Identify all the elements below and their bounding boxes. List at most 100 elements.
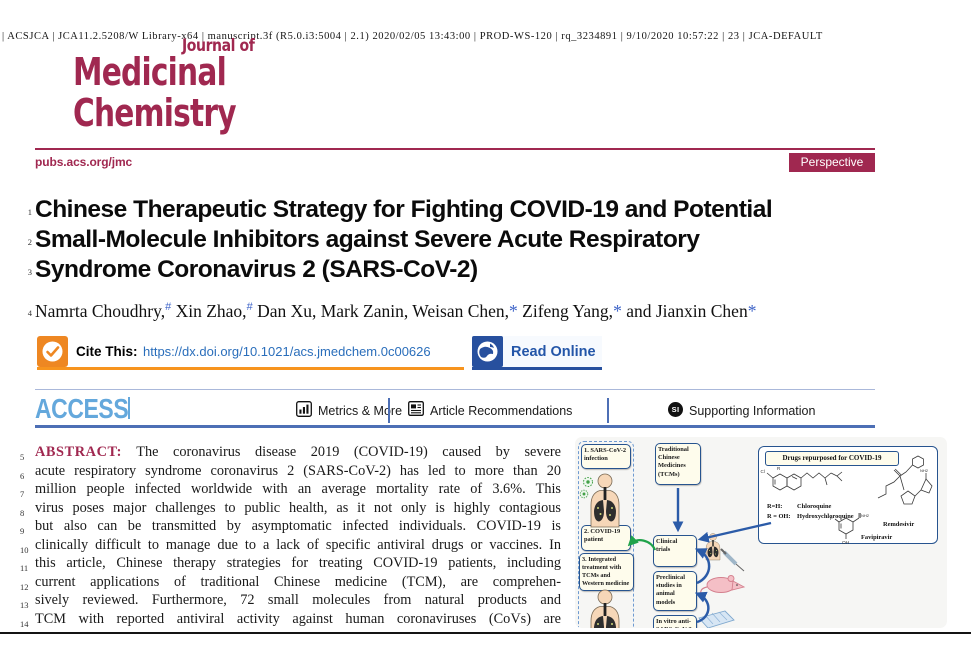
figure-tcm-box: Traditional Chinese Medicines (TCMs) <box>655 443 701 485</box>
access-separator <box>388 398 390 423</box>
journal-name-line2: Chemistry <box>73 91 237 135</box>
journal-name-line1: Medicinal <box>73 50 227 94</box>
abstract-text: million people infected worldwide with a… <box>35 481 561 498</box>
read-online-underline <box>472 367 602 370</box>
abstract-block: 5 ABSTRACT: The coronavirus disease 2019 … <box>20 443 561 629</box>
clinical-patient-icon <box>705 533 721 561</box>
hydroxychloroquine-label: Hydroxychloroquine <box>797 513 854 520</box>
article-recommendations-icon <box>408 401 424 416</box>
chloroquine-label: Chloroquine <box>797 503 832 510</box>
abstract-text: current applications of traditional Chin… <box>35 573 561 590</box>
margin-line-number: 6 <box>20 470 25 481</box>
author-name: Dan Xu, Mark Zanin, Weisan Chen, <box>252 301 510 321</box>
abstract-text: TCM with reported antiviral activity aga… <box>35 610 561 627</box>
access-logo[interactable]: ACCESS <box>35 393 129 424</box>
compile-metadata-line: | ACSJCA | JCA11.2.5208/W Library-x64 | … <box>2 31 823 42</box>
margin-line-number: 5 <box>20 452 25 462</box>
globe-icon <box>472 336 503 367</box>
access-logo-divider <box>128 397 130 419</box>
abstract-line: 6 acute respiratory syndrome coronavirus … <box>20 462 561 481</box>
supporting-information-icon: SI <box>668 402 683 417</box>
access-bar-top-rule <box>35 389 875 390</box>
margin-line-number: 4 <box>27 308 32 318</box>
title-text: Syndrome Coronavirus 2 (SARS-CoV-2) <box>35 256 478 283</box>
figure-step3-label: 3. Integrated treatment with TCMs and We… <box>579 553 634 591</box>
abstract-text: clinically difficult to manage due to a … <box>35 536 561 553</box>
author-byline: 4 Namrta Choudhry,# Xin Zhao,# Dan Xu, Ma… <box>28 301 880 322</box>
abstract-line: 13 sively reviewed. Furthermore, 72 small… <box>20 591 561 610</box>
author-affiliation-mark: # <box>246 301 253 314</box>
abstract-line: 7 million people infected worldwide with … <box>20 480 561 499</box>
metrics-and-more-link[interactable]: Metrics & More <box>318 404 403 418</box>
favipiravir-label: Favipiravir <box>861 534 893 541</box>
abstract-line: 11 this article, Chinese therapy strategi… <box>20 554 561 573</box>
journal-tagline: Journal of <box>182 36 255 55</box>
article-title-line: 1 Chinese Therapeutic Strategy for Fight… <box>28 196 880 224</box>
abstract-line: 12 current applications of traditional Ch… <box>20 573 561 592</box>
abstract-text: sively reviewed. Furthermore, 72 small m… <box>35 592 561 609</box>
figure-invitro-box: In vitro anti- SARS-CoV-2 <box>653 615 697 628</box>
corresponding-author-mark: * <box>747 301 757 321</box>
author-name: Xin Zhao, <box>171 301 247 321</box>
abstract-line: 8 virus poses major challenges to public … <box>20 499 561 518</box>
abstract-label: ABSTRACT: <box>35 444 122 460</box>
check-icon <box>42 341 63 362</box>
access-bar-bottom-rule <box>35 425 875 428</box>
invitro-to-preclinical-arrow <box>694 591 710 624</box>
margin-line-number: 3 <box>27 267 32 277</box>
syringe-icon <box>720 548 745 572</box>
preclinical-to-clinical-arrow <box>694 548 711 585</box>
figure-clinical-trials-box: Clinical trials <box>653 535 697 567</box>
margin-line-number: 2 <box>27 237 32 247</box>
figure-step2-label: 2. COVID-19 patient <box>581 525 631 551</box>
abstract-line: 10 clinically difficult to manage due to … <box>20 536 561 555</box>
metrics-chart-icon <box>296 401 312 417</box>
remdesivir-label: Remdesivir <box>883 521 915 528</box>
author-name: Zifeng Yang, <box>517 301 614 321</box>
mouse-icon <box>700 575 746 597</box>
margin-line-number: 11 <box>20 563 29 574</box>
author-affiliation-mark: # <box>165 301 172 314</box>
corresponding-author-mark: * <box>509 301 518 321</box>
cite-bar-underline <box>37 367 464 370</box>
supporting-information-link[interactable]: Supporting Information <box>689 404 816 418</box>
abstract-text: this article, Chinese therapy strategies… <box>35 555 561 572</box>
cite-this-check-icon[interactable] <box>37 336 68 367</box>
margin-line-number: 12 <box>20 581 29 592</box>
page-bottom-rule <box>0 632 971 634</box>
doi-link[interactable]: https://dx.doi.org/10.1021/acs.jmedchem.… <box>143 344 431 359</box>
margin-line-number: 1 <box>27 207 32 217</box>
author-name: Namrta Choudhry, <box>35 301 166 321</box>
read-online-button[interactable]: Read Online <box>472 336 602 370</box>
abstract-text: acute respiratory syndrome coronavirus 2… <box>35 462 561 479</box>
corresponding-author-mark: * <box>613 301 622 321</box>
article-title-line: 3 Syndrome Coronavirus 2 (SARS-CoV-2) <box>28 256 880 284</box>
graphical-abstract: 1. SARS-CoV-2 infection 2. COVID-19 pati… <box>575 437 947 628</box>
margin-line-number: 8 <box>20 507 25 518</box>
drugs-panel-title: Drugs repurposed for COVID-19 <box>765 451 899 466</box>
access-separator <box>607 398 609 423</box>
read-online-label: Read Online <box>511 344 596 360</box>
article-title-line: 2 Small-Molecule Inhibitors against Seve… <box>28 226 880 254</box>
title-text: Chinese Therapeutic Strategy for Fightin… <box>35 196 773 223</box>
margin-line-number: 10 <box>20 544 29 555</box>
abstract-text: The coronavirus disease 2019 (COVID-19) … <box>136 444 561 460</box>
repurposed-drugs-panel: Drugs repurposed for COVID-19 R=H: Chlor… <box>758 446 938 544</box>
abstract-text: but also can be transmitted by asymptoma… <box>35 518 561 535</box>
margin-line-number: 14 <box>20 618 29 629</box>
abstract-line: 5 ABSTRACT: The coronavirus disease 2019 … <box>20 443 561 462</box>
margin-line-number: 7 <box>20 489 25 500</box>
cite-this-label: Cite This: <box>76 344 138 359</box>
journal-logo: Medicinal Chemistry <box>73 50 237 135</box>
petri-dish-icon <box>698 610 735 628</box>
chloroquine-r-label: R=H: <box>767 503 783 510</box>
journal-url-link[interactable]: pubs.acs.org/jmc <box>35 155 133 169</box>
margin-line-number: 13 <box>20 600 29 611</box>
hydroxychloroquine-r-label: R = OH: <box>767 513 791 520</box>
abstract-text: virus poses major challenges to public h… <box>35 499 561 516</box>
article-recommendations-link[interactable]: Article Recommendations <box>430 404 573 418</box>
abstract-line: 9 but also can be transmitted by asymptom… <box>20 517 561 536</box>
author-name: and Jianxin Chen <box>621 301 748 321</box>
article-type-badge: Perspective <box>789 153 875 172</box>
